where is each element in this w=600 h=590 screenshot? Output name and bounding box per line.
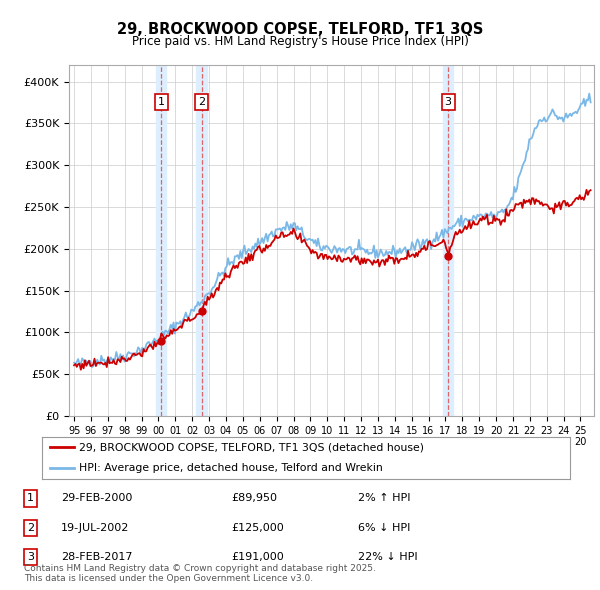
Text: Contains HM Land Registry data © Crown copyright and database right 2025.
This d: Contains HM Land Registry data © Crown c…	[24, 563, 376, 583]
Text: £89,950: £89,950	[231, 493, 277, 503]
Text: 1: 1	[27, 493, 34, 503]
Text: £125,000: £125,000	[231, 523, 284, 533]
Text: 2: 2	[198, 97, 205, 107]
Text: 3: 3	[445, 97, 452, 107]
Text: 1: 1	[158, 97, 164, 107]
Bar	[443, 65, 453, 416]
Bar	[156, 65, 166, 416]
Text: 19-JUL-2002: 19-JUL-2002	[61, 523, 130, 533]
Text: 6% ↓ HPI: 6% ↓ HPI	[358, 523, 410, 533]
Bar	[196, 65, 206, 416]
Text: 2% ↑ HPI: 2% ↑ HPI	[358, 493, 410, 503]
Text: 22% ↓ HPI: 22% ↓ HPI	[358, 552, 417, 562]
Text: £191,000: £191,000	[231, 552, 284, 562]
Text: 29, BROCKWOOD COPSE, TELFORD, TF1 3QS: 29, BROCKWOOD COPSE, TELFORD, TF1 3QS	[117, 22, 483, 37]
Text: 2: 2	[27, 523, 34, 533]
Text: 29-FEB-2000: 29-FEB-2000	[61, 493, 133, 503]
Text: 3: 3	[27, 552, 34, 562]
Text: 28-FEB-2017: 28-FEB-2017	[61, 552, 133, 562]
Text: HPI: Average price, detached house, Telford and Wrekin: HPI: Average price, detached house, Telf…	[79, 464, 383, 473]
Text: 29, BROCKWOOD COPSE, TELFORD, TF1 3QS (detached house): 29, BROCKWOOD COPSE, TELFORD, TF1 3QS (d…	[79, 442, 424, 452]
Text: Price paid vs. HM Land Registry's House Price Index (HPI): Price paid vs. HM Land Registry's House …	[131, 35, 469, 48]
